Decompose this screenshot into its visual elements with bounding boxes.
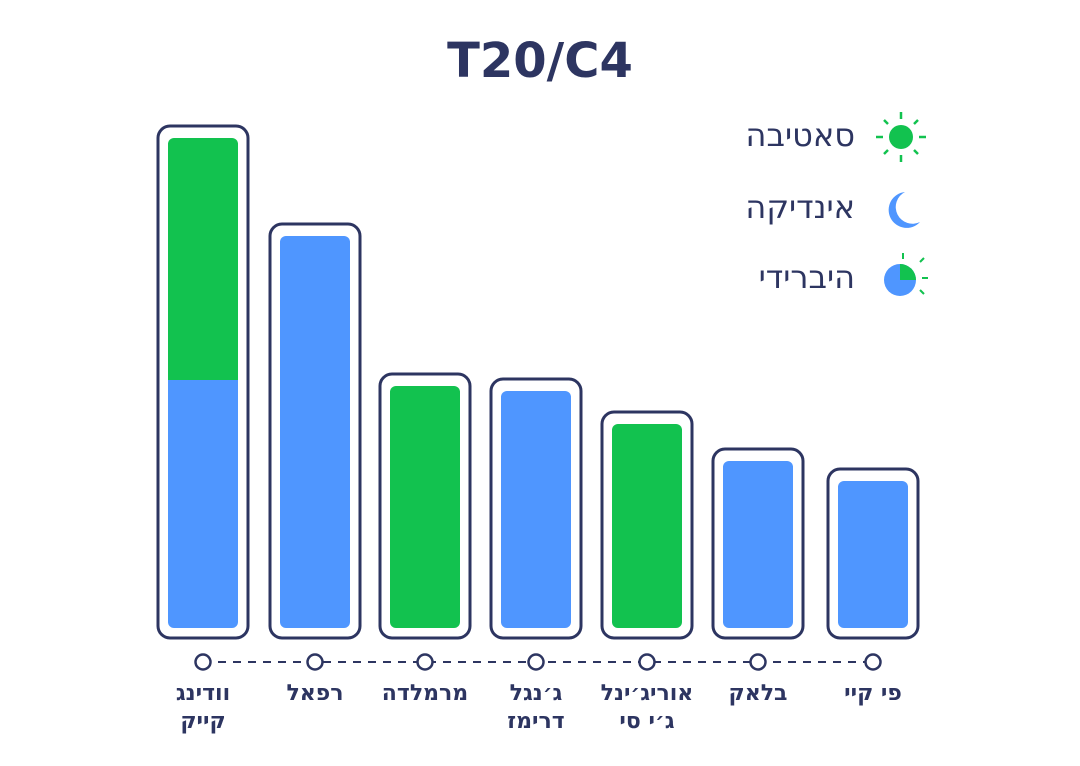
axis-dot (306, 653, 324, 671)
legend-label: היברידי (758, 258, 855, 296)
axis-dot (749, 653, 767, 671)
bar-segment (612, 424, 682, 628)
x-tick-label: מרמלדה (381, 681, 469, 706)
axis-dot (416, 653, 434, 671)
bar-segment (501, 391, 571, 628)
bar-group (612, 424, 682, 628)
x-tick-label: רפאל (286, 681, 344, 706)
bar-segment (280, 236, 350, 628)
bar-frame (600, 410, 694, 640)
x-tick-label: ג׳נגל דרימז (507, 681, 565, 734)
x-tick-label: בלאק (728, 681, 788, 706)
bar-segment (838, 481, 908, 628)
bar-frame (156, 124, 250, 640)
x-tick-label: אוריג׳ינל ג׳י סי (600, 681, 694, 734)
bar-group (838, 481, 908, 628)
hybrid-icon (884, 253, 928, 296)
axis-dot (864, 653, 882, 671)
bar-segment (390, 386, 460, 628)
bar-frame (711, 447, 805, 640)
legend-label: אינדיקה (745, 188, 855, 226)
bar-group (280, 236, 350, 628)
sativa-icon (876, 112, 926, 162)
axis-dot (194, 653, 212, 671)
bar-frame (489, 377, 583, 640)
bar-frame (826, 467, 920, 640)
indica-icon (888, 192, 920, 228)
bar-segment (168, 380, 238, 628)
axis-dot (527, 653, 545, 671)
x-tick-label: וודינג קייק (175, 681, 231, 734)
legend-label: סאטיבה (745, 116, 855, 154)
axis-dot (638, 653, 656, 671)
bar-group (501, 391, 571, 628)
bar-group (390, 386, 460, 628)
bar-segment (723, 461, 793, 628)
chart-title: T20/C4 (447, 33, 633, 89)
bar-group (168, 138, 238, 628)
bar-segment (168, 138, 238, 380)
bar-frame (378, 372, 472, 640)
bar-frame (268, 222, 362, 640)
bar-group (723, 461, 793, 628)
x-tick-label: פי קיי (844, 681, 902, 706)
